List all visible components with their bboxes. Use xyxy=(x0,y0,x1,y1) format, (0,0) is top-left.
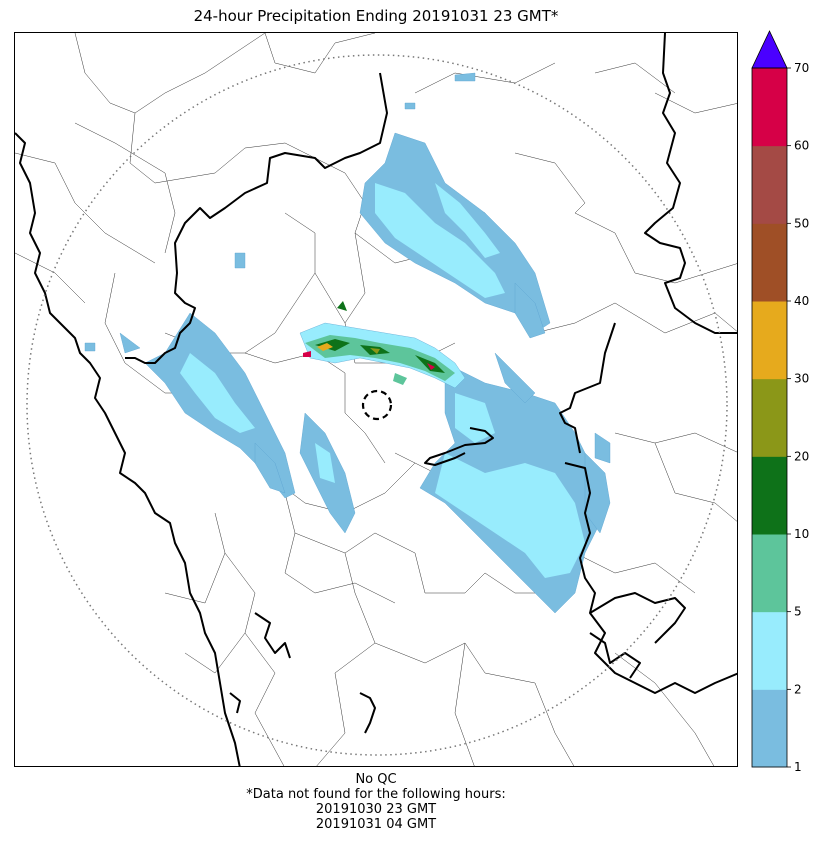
colorbar-bin-10-20 xyxy=(752,456,787,535)
colorbar-tick-label: 20 xyxy=(794,449,809,463)
colorbar-outline xyxy=(751,67,788,768)
state-boundaries xyxy=(15,33,737,766)
footer-note: No QC *Data not found for the following … xyxy=(0,772,752,832)
colorbar-tick-label: 1 xyxy=(794,760,802,774)
colorbar-bin-60-70 xyxy=(752,68,787,147)
colorbar-bin-20-30 xyxy=(752,378,787,457)
colorbar-tick-label: 70 xyxy=(794,61,809,75)
colorbar-tick-label: 50 xyxy=(794,216,809,230)
colorbar-bin-2-5 xyxy=(752,611,787,690)
colorbar-tick-label: 10 xyxy=(794,527,809,541)
colorbar-tick-label: 30 xyxy=(794,372,809,386)
colorbar-bin-30-40 xyxy=(752,301,787,380)
map-title: 24-hour Precipitation Ending 20191031 23… xyxy=(193,7,559,25)
precipitation-field xyxy=(84,72,611,614)
colorbar-bin-40-50 xyxy=(752,223,787,302)
colorbar-tick-label: 60 xyxy=(794,139,809,153)
missing-hour-2: 20191031 04 GMT xyxy=(315,817,437,832)
colorbar-bin-50-60 xyxy=(752,145,787,224)
colorbar: 1 2 5 10 20 30 40 50 60 70 xyxy=(751,30,809,774)
missing-hour-1: 20191030 23 GMT xyxy=(315,802,437,817)
qc-label: No QC xyxy=(355,772,397,787)
colorbar-extend-max-triangle xyxy=(751,30,788,69)
colorbar-tick-label: 5 xyxy=(794,605,802,619)
colorbar-bin-5-10 xyxy=(752,534,787,613)
radar-range-ring xyxy=(26,54,728,756)
precipitation-map xyxy=(14,32,738,767)
radar-site-marker xyxy=(361,389,393,421)
colorbar-tick-label: 40 xyxy=(794,294,809,308)
map-canvas xyxy=(15,33,737,766)
colorbar-tick-label: 2 xyxy=(794,682,802,696)
colorbar-bin-1-2 xyxy=(752,689,787,768)
missing-data-note: *Data not found for the following hours: xyxy=(246,787,506,802)
